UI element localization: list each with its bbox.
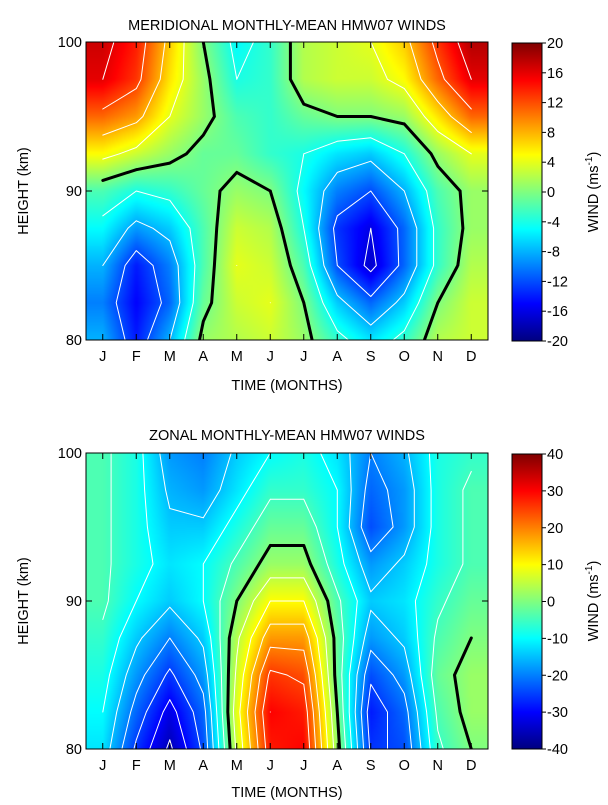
- zonal-colorbar: [511, 453, 543, 750]
- meridional-colorbar-tick-label: 8: [547, 125, 555, 141]
- meridional-chart-title: MERIDIONAL MONTHLY-MEAN HMW07 WINDS: [128, 18, 446, 34]
- zonal-x-tick-label: A: [332, 758, 342, 774]
- meridional-y-tick-label: 80: [66, 333, 82, 349]
- zonal-colorbar-ticks: 40 30 20 10 0 -10 -20 -30 -40: [542, 447, 568, 758]
- meridional-contours: [101, 42, 472, 340]
- meridional-x-tick-label: A: [332, 349, 342, 365]
- meridional-colorbar-tick-label: -8: [547, 245, 560, 261]
- meridional-x-tick-label: D: [466, 349, 476, 365]
- zonal-x-tick-label: M: [231, 758, 243, 774]
- zonal-contour-level: [109, 453, 422, 749]
- zonal-x-tick-label: S: [366, 758, 376, 774]
- meridional-contour-level: [102, 160, 418, 340]
- meridional-colorbar-label: WIND (ms-1): [584, 152, 602, 233]
- zonal-panel: ZONAL MONTHLY-MEAN HMW07 WINDS J F M A M J J A S…: [16, 428, 602, 801]
- zonal-colorbar-label: WIND (ms-1): [584, 561, 602, 642]
- zonal-y-tick-label: 90: [66, 594, 82, 610]
- meridional-y-ticks: 80 90 100: [58, 35, 488, 349]
- zonal-x-tick-label: N: [433, 758, 443, 774]
- zonal-colorbar-tick-label: -10: [547, 631, 568, 647]
- zonal-y-tick-label: 80: [66, 742, 82, 758]
- zonal-contour-level: [102, 453, 472, 749]
- zonal-contour-level: [232, 577, 335, 749]
- zonal-chart-title: ZONAL MONTHLY-MEAN HMW07 WINDS: [149, 428, 425, 444]
- meridional-x-tick-label: N: [433, 349, 443, 365]
- zonal-contour-level: [246, 623, 323, 749]
- meridional-colorbar-tick-label: -16: [547, 304, 568, 320]
- meridional-x-tick-label: O: [399, 349, 410, 365]
- zonal-contour-level: [239, 600, 329, 749]
- zonal-colorbar-tick-label: 0: [547, 595, 555, 611]
- meridional-x-tick-label: M: [164, 349, 176, 365]
- meridional-heatmap: [86, 42, 488, 340]
- zonal-contour-level: [165, 739, 173, 749]
- zonal-contours: [102, 453, 473, 749]
- zonal-contour-level: [262, 669, 311, 749]
- zonal-y-ticks: 80 90 100: [58, 446, 488, 758]
- zonal-contour-level: [121, 453, 413, 749]
- zonal-colorbar-tick-label: -40: [547, 742, 568, 758]
- zonal-y-tick-label: 100: [58, 446, 82, 462]
- meridional-x-tick-label: F: [132, 349, 141, 365]
- meridional-contour-level: [102, 42, 472, 80]
- meridional-x-tick-label: J: [300, 349, 307, 365]
- meridional-contour-level: [101, 42, 465, 340]
- meridional-y-tick-label: 100: [58, 35, 82, 51]
- meridional-x-tick-label: A: [198, 349, 208, 365]
- meridional-contour-level: [102, 42, 472, 136]
- meridional-x-tick-label: S: [366, 349, 376, 365]
- meridional-colorbar-tick-label: -20: [547, 334, 568, 350]
- zonal-colorbar-tick-label: 30: [547, 484, 563, 500]
- zonal-x-tick-label: J: [267, 758, 274, 774]
- zonal-x-tick-label: M: [164, 758, 176, 774]
- zonal-colorbar-tick-label: 10: [547, 558, 563, 574]
- zonal-colorbar-tick-label: 40: [547, 447, 563, 463]
- meridional-x-axis-label: TIME (MONTHS): [231, 378, 342, 394]
- zonal-x-axis-label: TIME (MONTHS): [231, 785, 342, 801]
- meridional-colorbar: [511, 42, 543, 342]
- zonal-x-tick-label: J: [99, 758, 106, 774]
- zonal-y-axis-label: HEIGHT (km): [16, 557, 32, 645]
- meridional-y-axis-label: HEIGHT (km): [16, 147, 32, 235]
- meridional-colorbar-ticks: 20 16 12 8 4 0 -4 -8 -12 -16 -20: [542, 36, 568, 350]
- meridional-colorbar-tick-label: -4: [547, 215, 560, 231]
- zonal-contour-level: [149, 699, 187, 749]
- meridional-x-tick-label: J: [99, 349, 106, 365]
- zonal-colorbar-tick-label: -20: [547, 668, 568, 684]
- zonal-colorbar-tick-label: 20: [547, 521, 563, 537]
- meridional-colorbar-tick-label: 12: [547, 96, 563, 112]
- zonal-x-tick-label: O: [399, 758, 410, 774]
- meridional-contour-level: [363, 227, 377, 273]
- meridional-contour-level: [102, 42, 472, 110]
- meridional-x-tick-label: M: [231, 349, 243, 365]
- meridional-colorbar-tick-label: 16: [547, 66, 563, 82]
- meridional-colorbar-tick-label: -12: [547, 274, 568, 290]
- zonal-contour-level: [226, 544, 473, 749]
- meridional-contour-level: [102, 42, 435, 340]
- zonal-x-tick-label: F: [132, 758, 141, 774]
- zonal-x-tick-label: D: [466, 758, 476, 774]
- zonal-contour-level: [254, 646, 317, 749]
- meridional-contour-level: [102, 42, 472, 304]
- zonal-contour-level: [269, 711, 305, 749]
- zonal-colorbar-tick-label: -30: [547, 705, 568, 721]
- meridional-colorbar-tick-label: 20: [547, 36, 563, 52]
- meridional-y-tick-label: 90: [66, 184, 82, 200]
- meridional-contour-level: [115, 190, 400, 340]
- meridional-colorbar-tick-label: 4: [547, 155, 555, 171]
- meridional-x-tick-label: J: [267, 349, 274, 365]
- zonal-contour-level: [133, 668, 388, 749]
- zonal-x-tick-label: J: [300, 758, 307, 774]
- meridional-panel: MERIDIONAL MONTHLY-MEAN HMW07 WINDS J F M A…: [16, 18, 602, 394]
- meridional-colorbar-tick-label: 0: [547, 185, 555, 201]
- zonal-contour-level: [102, 453, 432, 749]
- zonal-x-tick-label: A: [198, 758, 208, 774]
